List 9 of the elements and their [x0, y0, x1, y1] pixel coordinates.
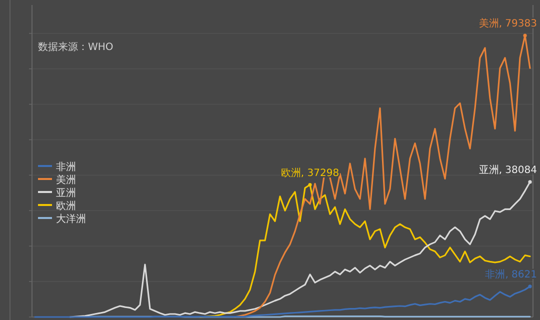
legend-label: 非洲	[56, 161, 76, 173]
data-label: 亚洲, 38084	[478, 164, 537, 176]
annotation: 数据来源：WHO	[38, 41, 114, 53]
legend-label: 大洋洲	[56, 213, 86, 225]
legend-label: 欧洲	[56, 200, 76, 212]
legend-label: 美洲	[56, 174, 76, 186]
data-label: 非洲, 8621	[485, 268, 537, 280]
data-label: 美洲, 79383	[478, 18, 537, 30]
legend-label: 亚洲	[56, 187, 76, 199]
